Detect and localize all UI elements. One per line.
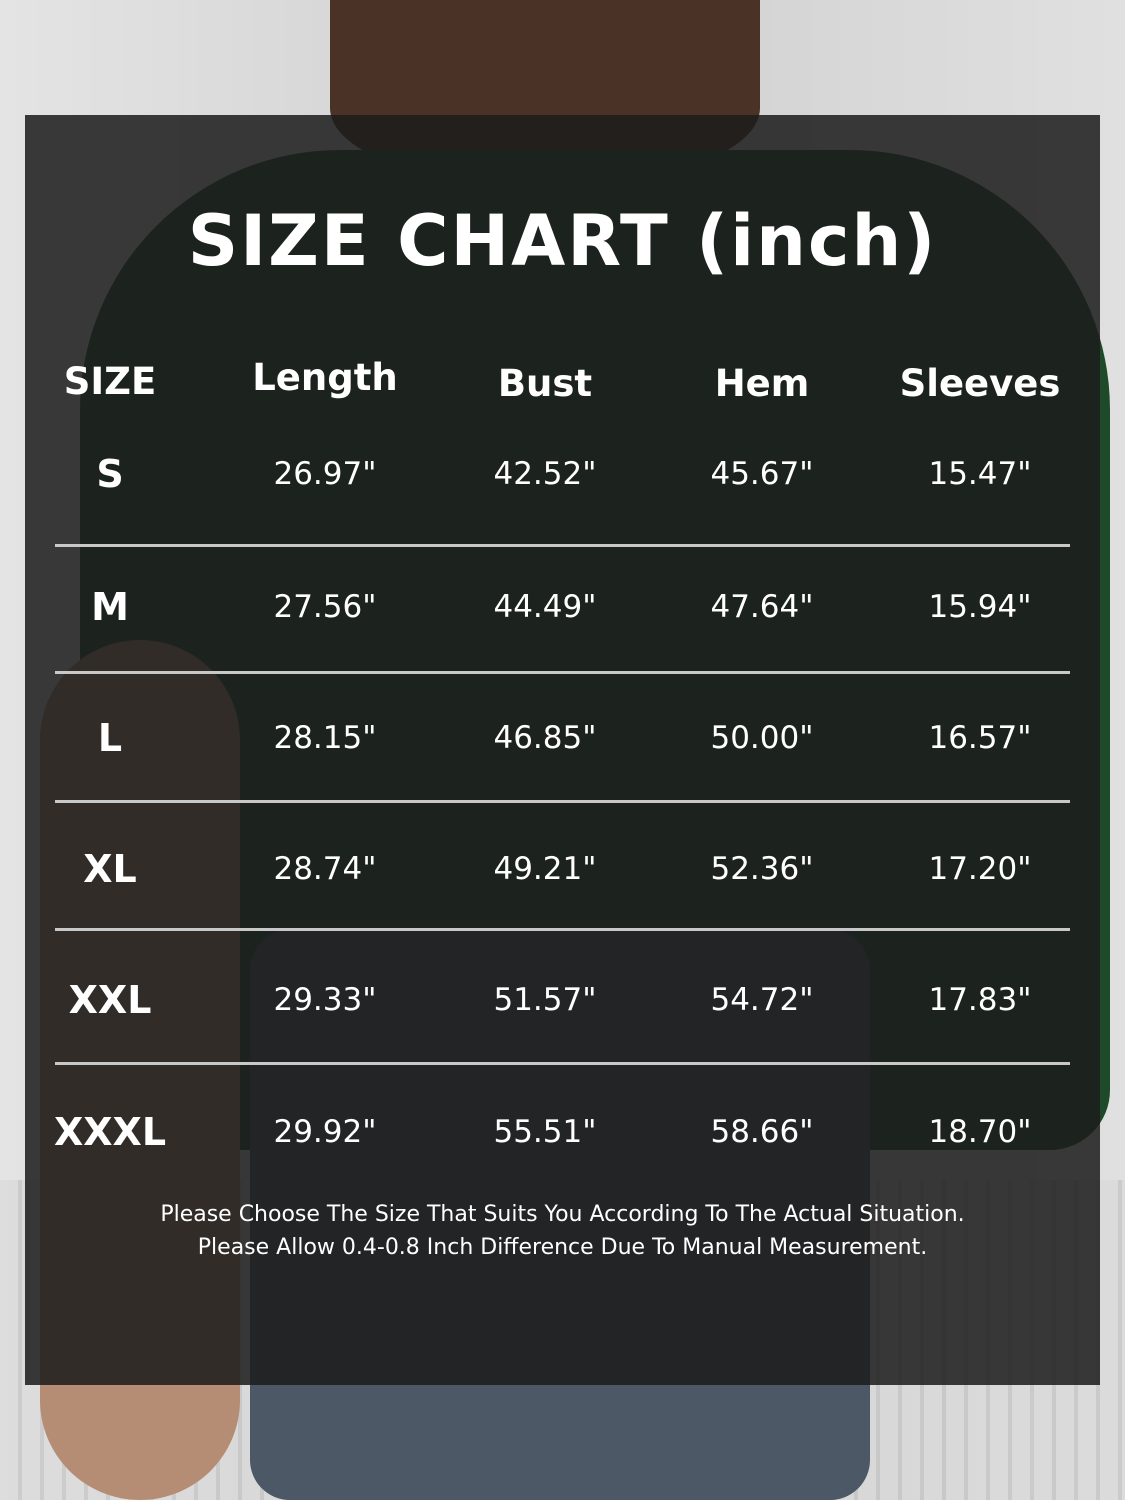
size-label: XXL	[68, 978, 152, 1022]
measurement-cell: 18.70"	[928, 1114, 1032, 1150]
row-divider	[55, 928, 1070, 931]
size-chart-panel	[25, 115, 1100, 1385]
size-label: L	[97, 716, 123, 760]
measurement-cell: 49.21"	[493, 851, 597, 887]
measurement-cell: 29.33"	[273, 982, 377, 1018]
measurement-cell: 47.64"	[710, 589, 814, 625]
size-label: S	[96, 452, 124, 496]
measurement-cell: 17.20"	[928, 851, 1032, 887]
measurement-cell: 45.67"	[710, 456, 814, 492]
measurement-cell: 42.52"	[493, 456, 597, 492]
note-1: Please Choose The Size That Suits You Ac…	[160, 1202, 965, 1227]
note-2: Please Allow 0.4-0.8 Inch Difference Due…	[197, 1235, 928, 1260]
column-header-sleeves: Sleeves	[899, 362, 1061, 405]
column-header-length: Length	[252, 356, 398, 399]
column-header-size: SIZE	[63, 360, 157, 403]
measurement-cell: 15.94"	[928, 589, 1032, 625]
measurement-cell: 16.57"	[928, 720, 1032, 756]
measurement-cell: 15.47"	[928, 456, 1032, 492]
measurement-cell: 51.57"	[493, 982, 597, 1018]
size-label: XXXL	[53, 1110, 167, 1154]
measurement-cell: 44.49"	[493, 589, 597, 625]
measurement-cell: 26.97"	[273, 456, 377, 492]
row-divider	[55, 671, 1070, 674]
measurement-cell: 28.15"	[273, 720, 377, 756]
measurement-cell: 54.72"	[710, 982, 814, 1018]
size-label: XL	[83, 847, 137, 891]
row-divider	[55, 544, 1070, 547]
measurement-cell: 27.56"	[273, 589, 377, 625]
column-header-hem: Hem	[714, 362, 810, 405]
measurement-cell: 50.00"	[710, 720, 814, 756]
measurement-cell: 46.85"	[493, 720, 597, 756]
measurement-cell: 28.74"	[273, 851, 377, 887]
measurement-cell: 55.51"	[493, 1114, 597, 1150]
row-divider	[55, 800, 1070, 803]
measurement-cell: 58.66"	[710, 1114, 814, 1150]
chart-title: SIZE CHART (inch)	[187, 200, 938, 282]
size-label: M	[91, 585, 129, 629]
column-header-bust: Bust	[497, 362, 593, 405]
measurement-cell: 17.83"	[928, 982, 1032, 1018]
row-divider	[55, 1062, 1070, 1065]
measurement-cell: 52.36"	[710, 851, 814, 887]
measurement-cell: 29.92"	[273, 1114, 377, 1150]
